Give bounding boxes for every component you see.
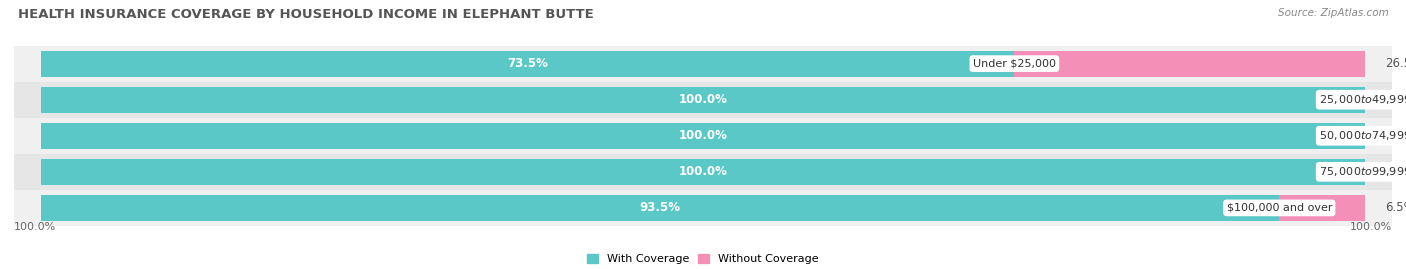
Bar (14, 190, 1392, 226)
Text: $75,000 to $99,999: $75,000 to $99,999 (1319, 165, 1406, 178)
Text: 0.0%: 0.0% (1385, 129, 1406, 142)
Text: 0.0%: 0.0% (1385, 93, 1406, 106)
Text: 0.0%: 0.0% (1385, 165, 1406, 178)
Text: 93.5%: 93.5% (640, 201, 681, 214)
Text: HEALTH INSURANCE COVERAGE BY HOUSEHOLD INCOME IN ELEPHANT BUTTE: HEALTH INSURANCE COVERAGE BY HOUSEHOLD I… (18, 8, 593, 21)
Text: 73.5%: 73.5% (508, 57, 548, 70)
Bar (14, 118, 1392, 154)
Text: Under $25,000: Under $25,000 (973, 59, 1056, 69)
Text: 6.5%: 6.5% (1385, 201, 1406, 214)
Text: 100.0%: 100.0% (1350, 222, 1392, 232)
Legend: With Coverage, Without Coverage: With Coverage, Without Coverage (582, 249, 824, 268)
Bar (41, 123, 1365, 149)
Bar (41, 195, 1279, 221)
Text: $100,000 and over: $100,000 and over (1226, 203, 1331, 213)
Text: 100.0%: 100.0% (679, 93, 727, 106)
Text: Source: ZipAtlas.com: Source: ZipAtlas.com (1278, 8, 1389, 18)
Bar (41, 159, 1365, 185)
Bar (1279, 195, 1365, 221)
Bar (41, 51, 1014, 77)
Text: 100.0%: 100.0% (679, 165, 727, 178)
Bar (41, 87, 1365, 113)
Bar (1014, 51, 1365, 77)
Text: 100.0%: 100.0% (14, 222, 56, 232)
Bar (14, 154, 1392, 190)
Text: $50,000 to $74,999: $50,000 to $74,999 (1319, 129, 1406, 142)
Bar (14, 82, 1392, 118)
Text: 100.0%: 100.0% (679, 129, 727, 142)
Text: $25,000 to $49,999: $25,000 to $49,999 (1319, 93, 1406, 106)
Text: 26.5%: 26.5% (1385, 57, 1406, 70)
Bar (14, 45, 1392, 82)
